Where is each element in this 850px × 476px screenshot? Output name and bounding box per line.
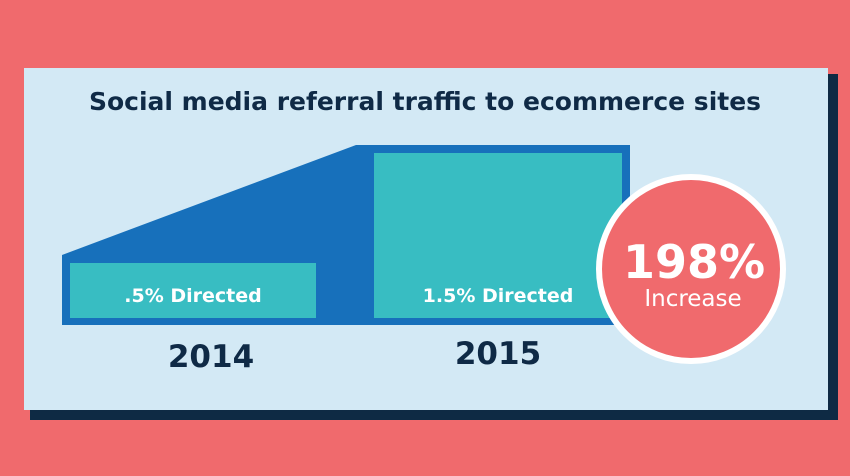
increase-badge <box>596 174 786 364</box>
category-label-2014: 2014 <box>168 339 254 375</box>
bar-2015 <box>374 153 622 318</box>
increase-value: 198% <box>623 235 765 289</box>
bar-2014 <box>70 263 316 318</box>
data-label-2014: .5% Directed <box>124 285 261 307</box>
data-label-2015: 1.5% Directed <box>423 285 574 307</box>
category-label-2015: 2015 <box>455 336 541 372</box>
chart-title: Social media referral traffic to ecommer… <box>89 87 761 116</box>
increase-caption: Increase <box>644 286 741 312</box>
